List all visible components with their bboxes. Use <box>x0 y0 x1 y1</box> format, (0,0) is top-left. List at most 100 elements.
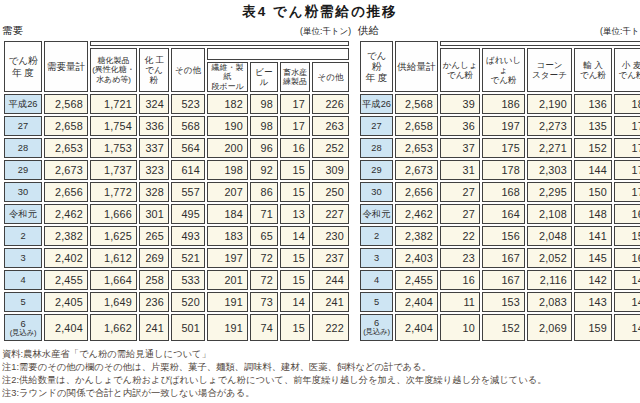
notes: 資料:農林水産省「でん粉の需給見通しについて」 注1:需要のその他の欄のその他は… <box>2 348 638 400</box>
value-cell: 520 <box>171 292 205 312</box>
table-row: 302,6561,7723285572078615250 <box>4 182 349 202</box>
table-row: 302,656271682,29515017 <box>360 182 640 202</box>
demand-header-sub-spacer <box>207 48 349 60</box>
value-cell: 1,612 <box>90 248 137 268</box>
page: 表4 でん粉需給の推移 需要 (単位:千トン) でん粉 年 度 需要量計 <box>0 0 640 403</box>
value-cell: 2,190 <box>527 94 572 114</box>
value-cell: 495 <box>171 204 205 224</box>
value-cell: 2,403 <box>395 248 438 268</box>
value-cell: 191 <box>207 292 248 312</box>
demand-header-fiber-paper: 繊維・製紙 段ボール <box>207 62 248 92</box>
value-cell: 237 <box>312 248 349 268</box>
value-cell: 2,656 <box>395 182 438 202</box>
value-cell: 16 <box>614 204 640 224</box>
value-cell: 2,108 <box>527 204 572 224</box>
value-cell: 15 <box>280 314 310 341</box>
value-cell: 17 <box>280 116 310 136</box>
value-cell: 337 <box>139 138 169 158</box>
year-cell: 30 <box>360 182 393 202</box>
value-cell: 178 <box>482 160 525 180</box>
year-cell: 2 <box>360 226 393 246</box>
value-cell: 175 <box>482 138 525 158</box>
value-cell: 11 <box>440 292 480 312</box>
value-cell: 2,462 <box>44 204 88 224</box>
value-cell: 141 <box>574 226 612 246</box>
note-1: 注1:需要のその他の欄のその他は、片栗粉、菓子、麺類、調味料、建材、医薬、飼料な… <box>2 361 638 374</box>
supply-section-label: 供給 <box>358 24 379 38</box>
source-note: 資料:農林水産省「でん粉の需給見通しについて」 <box>2 348 638 361</box>
table-row: 52,404111532,08314314 <box>360 292 640 312</box>
supply-block-head: 供給 (単位:千トン) <box>358 24 640 38</box>
value-cell: 164 <box>482 204 525 224</box>
value-cell: 15 <box>614 226 640 246</box>
supply-table-body: 平成262,568391862,19013618272,658361972,27… <box>360 94 640 341</box>
value-cell: 324 <box>139 94 169 114</box>
supply-header-year: でん粉 年 度 <box>360 41 393 92</box>
value-cell: 252 <box>312 138 349 158</box>
note-3: 注3:ラウンドの関係で合計と内訳が一致しない場合がある。 <box>2 387 638 400</box>
value-cell: 201 <box>207 270 248 290</box>
value-cell: 144 <box>574 160 612 180</box>
value-cell: 197 <box>207 248 248 268</box>
table-row: 令和元2,4621,6663014951847113227 <box>4 204 349 224</box>
year-cell: 27 <box>360 116 393 136</box>
demand-header-other-group: その他 <box>171 48 205 92</box>
value-cell: 17 <box>614 160 640 180</box>
value-cell: 222 <box>312 314 349 341</box>
table-row: 292,6731,7373236141989215309 <box>4 160 349 180</box>
value-cell: 301 <box>139 204 169 224</box>
value-cell: 2,295 <box>527 182 572 202</box>
value-cell: 65 <box>250 226 278 246</box>
table-row: 6(見込み)2,4041,6622415011917415222 <box>4 314 349 341</box>
value-cell: 23 <box>440 248 480 268</box>
value-cell: 73 <box>250 292 278 312</box>
value-cell: 2,658 <box>395 116 438 136</box>
value-cell: 269 <box>139 248 169 268</box>
value-cell: 17 <box>614 138 640 158</box>
value-cell: 2,673 <box>395 160 438 180</box>
value-cell: 336 <box>139 116 169 136</box>
table-row: 32,4021,6122695211977215237 <box>4 248 349 268</box>
supply-header-imported: 輸 入 でん粉 <box>574 48 612 92</box>
value-cell: 18 <box>614 94 640 114</box>
value-cell: 17 <box>280 94 310 114</box>
value-cell: 2,404 <box>44 314 88 341</box>
value-cell: 98 <box>250 94 278 114</box>
value-cell: 27 <box>440 204 480 224</box>
demand-header-livestock-fishery: 畜水産 練製品 <box>280 62 310 92</box>
value-cell: 2,455 <box>395 270 438 290</box>
value-cell: 200 <box>207 138 248 158</box>
value-cell: 1,754 <box>90 116 137 136</box>
value-cell: 564 <box>171 138 205 158</box>
table-row: 282,653371752,27115217 <box>360 138 640 158</box>
value-cell: 328 <box>139 182 169 202</box>
value-cell: 2,083 <box>527 292 572 312</box>
value-cell: 191 <box>207 314 248 341</box>
table-row: 272,6581,7543365681909817263 <box>4 116 349 136</box>
value-cell: 2,273 <box>527 116 572 136</box>
year-cell: 平成26 <box>360 94 393 114</box>
value-cell: 2,568 <box>44 94 88 114</box>
value-cell: 168 <box>482 182 525 202</box>
year-cell: 5 <box>360 292 393 312</box>
value-cell: 182 <box>207 94 248 114</box>
value-cell: 2,404 <box>395 292 438 312</box>
demand-block-head: 需要 (単位:千トン) <box>2 24 351 38</box>
table-row: 52,4051,6492365201917314241 <box>4 292 349 312</box>
value-cell: 167 <box>482 248 525 268</box>
demand-header-beer: ビール <box>250 62 278 92</box>
value-cell: 16 <box>280 138 310 158</box>
value-cell: 1,666 <box>90 204 137 224</box>
value-cell: 241 <box>312 292 349 312</box>
table-row: 平成262,568391862,19013618 <box>360 94 640 114</box>
value-cell: 14 <box>614 270 640 290</box>
value-cell: 2,462 <box>395 204 438 224</box>
value-cell: 1,664 <box>90 270 137 290</box>
value-cell: 2,382 <box>44 226 88 246</box>
year-cell: 平成26 <box>4 94 42 114</box>
value-cell: 14 <box>614 314 640 341</box>
table-row: 272,658361972,27313517 <box>360 116 640 136</box>
value-cell: 16 <box>614 248 640 268</box>
value-cell: 190 <box>207 116 248 136</box>
value-cell: 14 <box>614 292 640 312</box>
